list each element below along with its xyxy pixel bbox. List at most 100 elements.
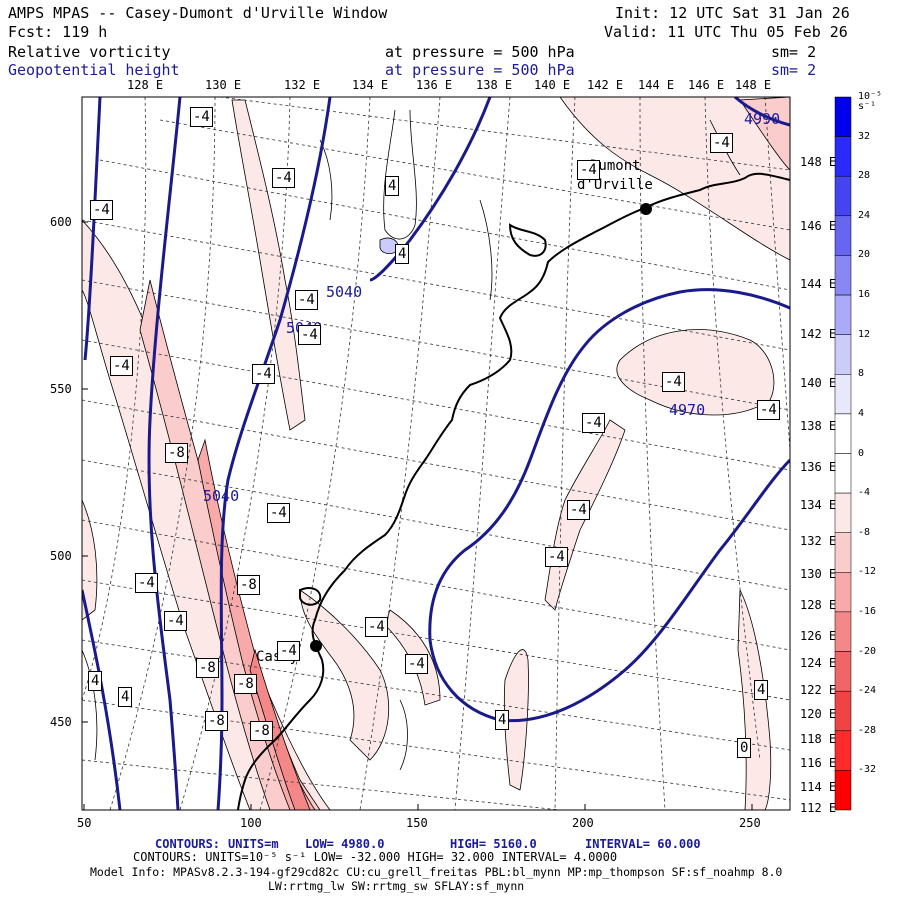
colorbar-label: 0 bbox=[858, 447, 865, 459]
contours1-label: CONTOURS: bbox=[155, 837, 221, 851]
vorticity-label: 4 bbox=[118, 687, 133, 707]
y-tick-label: 450 bbox=[50, 715, 72, 729]
vorticity-label: -8 bbox=[250, 721, 273, 741]
vorticity-label: 4 bbox=[385, 176, 400, 196]
contours2-line: CONTOURS: UNITS=10⁻⁵ s⁻¹ LOW= -32.000 HI… bbox=[133, 850, 618, 864]
top-lon-label: 142 E bbox=[587, 78, 624, 92]
vorticity-label: -4 bbox=[295, 290, 318, 310]
dumont-durville-marker bbox=[640, 203, 652, 215]
field2-smoothing: sm= 2 bbox=[771, 61, 817, 79]
field2-name: Geopotential height bbox=[8, 61, 180, 79]
top-lon-label: 144 E bbox=[638, 78, 675, 92]
vorticity-label: -4 bbox=[90, 200, 113, 220]
vorticity-label: 4 bbox=[754, 680, 769, 700]
contours1-low: LOW= 4980.0 bbox=[305, 837, 385, 851]
top-lon-label: 134 E bbox=[352, 78, 389, 92]
colorbar-swatch bbox=[834, 294, 852, 335]
vorticity-label: -4 bbox=[110, 356, 133, 376]
colorbar-swatch bbox=[834, 334, 852, 375]
colorbar-label: -20 bbox=[858, 645, 877, 657]
vorticity-label: -8 bbox=[205, 711, 228, 731]
casey-marker bbox=[310, 640, 322, 652]
colorbar bbox=[834, 96, 852, 811]
right-lon-label: 138 E bbox=[800, 419, 837, 433]
colorbar-label: 32 bbox=[858, 130, 871, 142]
vorticity-label: -4 bbox=[577, 160, 600, 180]
top-lon-label: 132 E bbox=[284, 78, 321, 92]
contours1-high: HIGH= 5160.0 bbox=[450, 837, 537, 851]
station-label-durville: d'Urville bbox=[577, 177, 653, 193]
vorticity-label: -4 bbox=[277, 641, 300, 661]
vorticity-label: -8 bbox=[234, 674, 257, 694]
top-lon-label: 130 E bbox=[205, 78, 242, 92]
colorbar-swatch bbox=[834, 96, 852, 137]
map-frame bbox=[81, 96, 791, 811]
height-label: 5040 bbox=[203, 487, 240, 505]
y-tick-label: 550 bbox=[50, 382, 72, 396]
colorbar-unit: 10⁻⁵ s⁻¹ bbox=[858, 91, 883, 112]
forecast-hour: Fcst: 119 h bbox=[8, 23, 108, 41]
colorbar-swatch bbox=[834, 215, 852, 256]
station-label-dumont: Dumont bbox=[590, 158, 641, 174]
right-lon-label: 140 E bbox=[800, 376, 837, 390]
colorbar-swatch bbox=[834, 770, 852, 811]
graticule bbox=[82, 97, 790, 810]
top-lon-label: 136 E bbox=[416, 78, 453, 92]
right-lon-label: 124 E bbox=[800, 656, 837, 670]
right-lon-label: 148 E bbox=[800, 155, 837, 169]
top-lon-label: 138 E bbox=[476, 78, 513, 92]
colorbar-swatch bbox=[834, 532, 852, 573]
colorbar-swatch bbox=[834, 255, 852, 296]
right-lon-label: 120 E bbox=[800, 707, 837, 721]
station-markers bbox=[310, 203, 652, 652]
vorticity-label: -4 bbox=[272, 168, 295, 188]
right-lon-label: 118 E bbox=[800, 732, 837, 746]
top-lon-label: 128 E bbox=[127, 78, 164, 92]
top-lon-label: 140 E bbox=[534, 78, 571, 92]
y-tick-label: 600 bbox=[50, 215, 72, 229]
model-info: Model Info: MPASv8.2.3-194-gf29cd82c CU:… bbox=[90, 865, 783, 879]
coastline bbox=[237, 172, 790, 810]
colorbar-label: -32 bbox=[858, 764, 877, 776]
colorbar-swatch bbox=[834, 611, 852, 652]
colorbar-label: 20 bbox=[858, 249, 871, 261]
height-label: 5040 bbox=[326, 283, 363, 301]
height-label: 4990 bbox=[744, 110, 781, 128]
right-lon-label: 144 E bbox=[800, 277, 837, 291]
right-lon-label: 130 E bbox=[800, 567, 837, 581]
colorbar-swatch bbox=[834, 413, 852, 454]
right-lon-label: 116 E bbox=[800, 756, 837, 770]
vorticity-label: -4 bbox=[164, 611, 187, 631]
right-lon-label: 142 E bbox=[800, 327, 837, 341]
contours1-interval: INTERVAL= 60.000 bbox=[585, 837, 701, 851]
y-tick-label: 500 bbox=[50, 549, 72, 563]
colorbar-label: 16 bbox=[858, 289, 871, 301]
vorticity-label: -4 bbox=[298, 325, 321, 345]
model-info-2: LW:rrtmg_lw SW:rrtmg_sw SFLAY:sf_mynn bbox=[268, 879, 525, 893]
x-tick-label: 200 bbox=[572, 816, 594, 830]
vorticity-label: -8 bbox=[237, 575, 260, 595]
colorbar-label: 28 bbox=[858, 170, 871, 182]
init-time: Init: 12 UTC Sat 31 Jan 26 bbox=[615, 4, 850, 22]
vorticity-label: 0 bbox=[737, 738, 752, 758]
contours1-units: UNITS=m bbox=[228, 837, 279, 851]
x-tick-label: 50 bbox=[77, 816, 92, 830]
colorbar-label: -12 bbox=[858, 566, 877, 578]
right-lon-label: 126 E bbox=[800, 629, 837, 643]
x-tick-label: 100 bbox=[240, 816, 262, 830]
height-label: 4970 bbox=[669, 401, 706, 419]
field1-name: Relative vorticity bbox=[8, 43, 171, 61]
right-lon-label: 112 E bbox=[800, 801, 837, 815]
colorbar-swatch bbox=[834, 492, 852, 533]
x-tick-label: 250 bbox=[739, 816, 761, 830]
vorticity-label: -4 bbox=[267, 503, 290, 523]
valid-time: Valid: 11 UTC Thu 05 Feb 26 bbox=[604, 23, 848, 41]
vorticity-label: 4 bbox=[88, 671, 103, 691]
vorticity-label: -4 bbox=[135, 573, 158, 593]
vorticity-label: 4 bbox=[395, 244, 410, 264]
colorbar-swatch bbox=[834, 453, 852, 494]
vorticity-label: -8 bbox=[196, 658, 219, 678]
vorticity-label: -4 bbox=[567, 500, 590, 520]
right-lon-label: 128 E bbox=[800, 598, 837, 612]
